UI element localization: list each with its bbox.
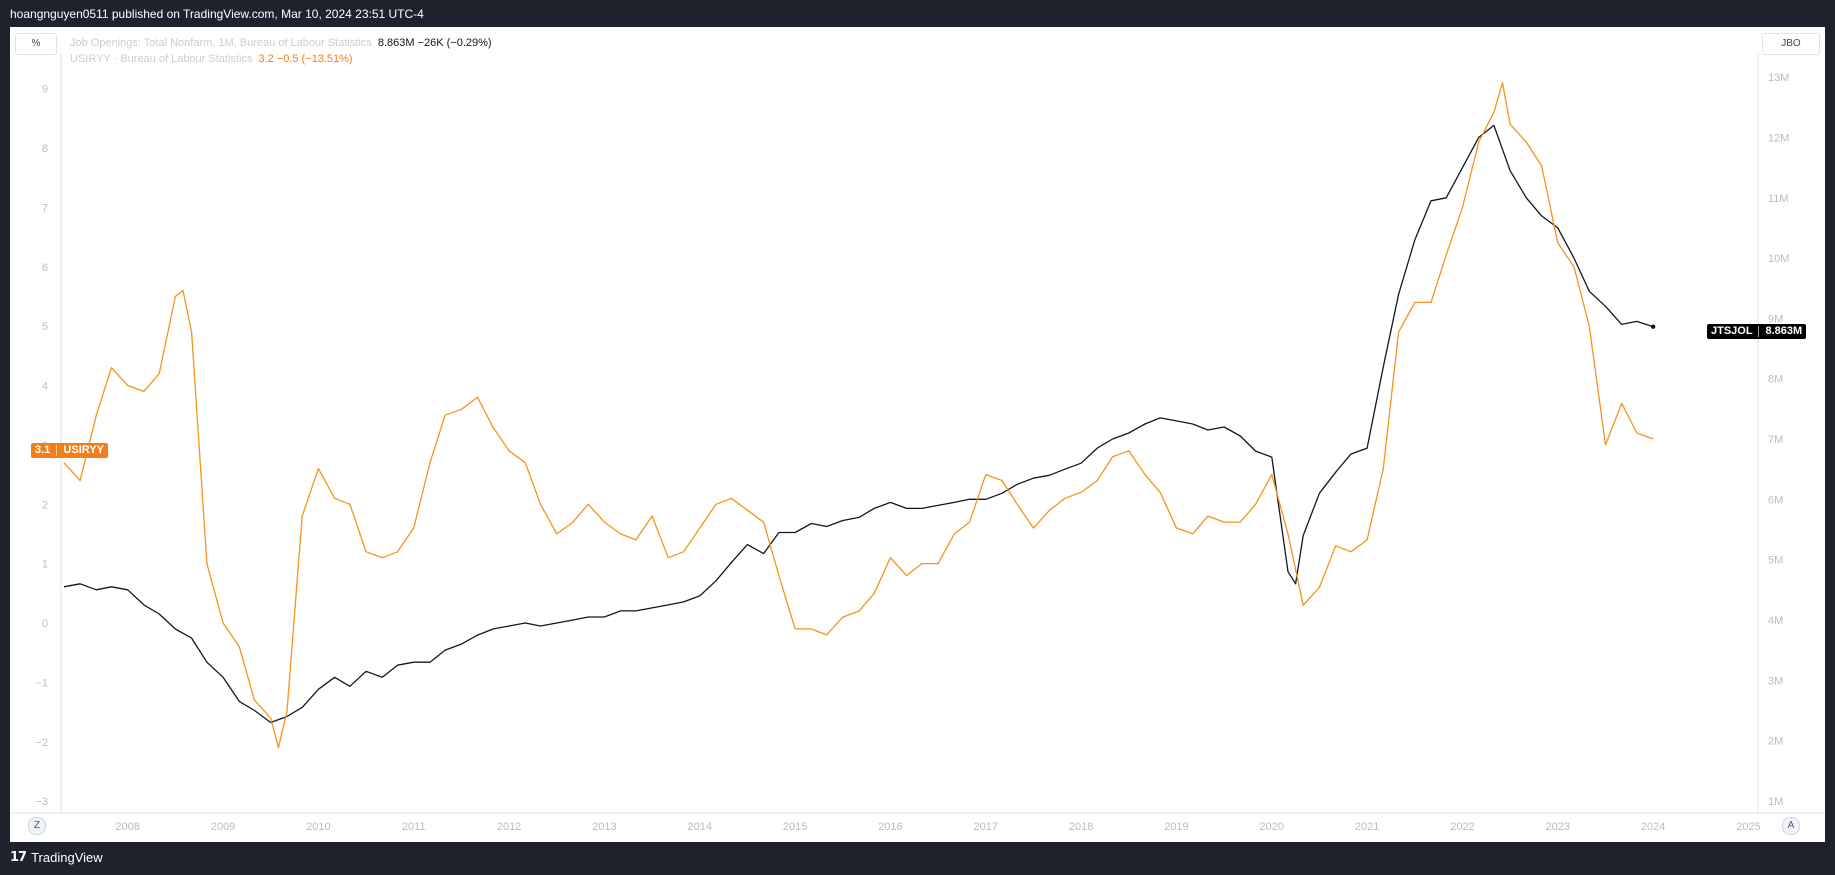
time-tick-label: 2009: [211, 821, 235, 833]
time-tick-label: 2017: [974, 821, 998, 833]
time-tick-label: 2025: [1736, 821, 1760, 833]
right-tick-label: 4M: [1768, 615, 1783, 627]
tradingview-logo[interactable]: 17 TradingView: [10, 850, 103, 865]
last-point-marker: [1650, 324, 1656, 329]
badge-divider: [1758, 325, 1760, 337]
time-tick-label: 2018: [1069, 821, 1093, 833]
auto-scale-button[interactable]: A: [1782, 817, 1800, 835]
published-bar: hoangnguyen0511 published on TradingView…: [0, 0, 1835, 27]
published-text: hoangnguyen0511 published on TradingView…: [10, 7, 424, 21]
left-tick-label: 0: [42, 618, 48, 630]
time-tick-label: 2015: [783, 821, 807, 833]
auto-scale-label: A: [1787, 820, 1795, 831]
time-tick-label: 2012: [497, 821, 521, 833]
left-tick-label: −3: [35, 796, 48, 808]
time-tick-label: 2016: [878, 821, 902, 833]
jtsjol-price-badge: JTSJOL 8.863M: [1707, 324, 1807, 339]
zoom-button-label: Z: [33, 820, 41, 831]
left-tick-label: 5: [42, 321, 48, 333]
time-axis-ticks: 2008 2009 2010 2011 2012 2013 2014 2015 2016 2017…: [115, 821, 1760, 833]
jtsjol-badge-symbol: JTSJOL: [1711, 325, 1753, 337]
left-tick-label: 4: [42, 381, 48, 393]
footer-bar: 17 TradingView: [0, 842, 1835, 875]
percent-scale-label: %: [31, 38, 41, 49]
time-tick-label: 2010: [306, 821, 330, 833]
right-tick-label: 8M: [1768, 374, 1783, 386]
time-tick-label: 2014: [688, 821, 712, 833]
jbo-scale-label: JBO: [1781, 38, 1801, 49]
series-line-usiryy: [63, 82, 1654, 749]
left-tick-label: 2: [42, 499, 48, 511]
badge-divider: [56, 444, 58, 456]
legend-usiryy-name: USIRYY · Bureau of Labour Statistics: [70, 53, 253, 65]
time-tick-label: 2013: [592, 821, 616, 833]
percent-scale-button[interactable]: %: [15, 33, 57, 55]
left-tick-label: 7: [42, 202, 48, 214]
time-tick-label: 2021: [1355, 821, 1379, 833]
legend-row-usiryy[interactable]: USIRYY · Bureau of Labour Statistics 3.2 …: [70, 51, 492, 67]
left-tick-label: 9: [42, 84, 48, 96]
right-axis-ticks: 13M 12M 11M 10M 9M 8M 7M 6M 5M 4M 3M 2M 1M: [1768, 72, 1789, 808]
time-tick-label: 2008: [115, 821, 139, 833]
right-tick-label: 3M: [1768, 675, 1783, 687]
right-tick-label: 11M: [1768, 193, 1789, 205]
right-tick-label: 2M: [1768, 736, 1783, 748]
legend-jtsjol-values: 8.863M −26K (−0.29%): [377, 37, 492, 49]
right-tick-label: 10M: [1768, 253, 1789, 265]
usiryy-badge-value: 3.1: [35, 444, 51, 456]
legend-row-jtsjol[interactable]: Job Openings: Total Nonfarm, 1M, Bureau …: [70, 35, 492, 51]
right-tick-label: 1M: [1768, 796, 1783, 808]
left-tick-label: 8: [42, 143, 48, 155]
time-tick-label: 2024: [1641, 821, 1665, 833]
legend-jtsjol-name: Job Openings: Total Nonfarm, 1M, Bureau …: [70, 37, 372, 49]
time-tick-label: 2022: [1450, 821, 1474, 833]
usiryy-badge-symbol: USIRYY: [63, 444, 104, 456]
chart-legend: Job Openings: Total Nonfarm, 1M, Bureau …: [70, 35, 492, 67]
series-line-jtsjol: [63, 124, 1654, 724]
time-tick-label: 2019: [1164, 821, 1188, 833]
chart-canvas[interactable]: 9876543210−1−2−3 13M12M11M10M9M8M7M6M5M4…: [10, 27, 1825, 842]
jbo-scale-button[interactable]: JBO: [1762, 33, 1820, 55]
time-tick-label: 2020: [1260, 821, 1284, 833]
series-lines: [63, 82, 1656, 749]
left-tick-label: −2: [35, 737, 48, 749]
time-tick-label: 2011: [402, 821, 426, 833]
left-tick-label: 1: [42, 559, 48, 571]
right-tick-label: 7M: [1768, 434, 1783, 446]
right-tick-label: 5M: [1768, 555, 1783, 567]
tradingview-logo-icon: 17: [10, 850, 27, 865]
right-tick-label: 12M: [1768, 132, 1789, 144]
brand-name: TradingView: [31, 850, 103, 865]
usiryy-price-badge: 3.1 USIRYY: [31, 443, 108, 458]
left-tick-label: 6: [42, 262, 48, 274]
chart-frame[interactable]: 9876543210−1−2−3 13M12M11M10M9M8M7M6M5M4…: [10, 27, 1825, 842]
right-tick-label: 13M: [1768, 72, 1789, 84]
time-tick-label: 2023: [1546, 821, 1570, 833]
jtsjol-badge-value: 8.863M: [1765, 325, 1803, 337]
right-tick-label: 9M: [1768, 313, 1783, 325]
left-tick-label: −1: [35, 677, 48, 689]
legend-usiryy-values: 3.2 −0.5 (−13.51%): [258, 53, 353, 65]
zoom-button[interactable]: Z: [28, 817, 46, 835]
right-tick-label: 6M: [1768, 494, 1783, 506]
